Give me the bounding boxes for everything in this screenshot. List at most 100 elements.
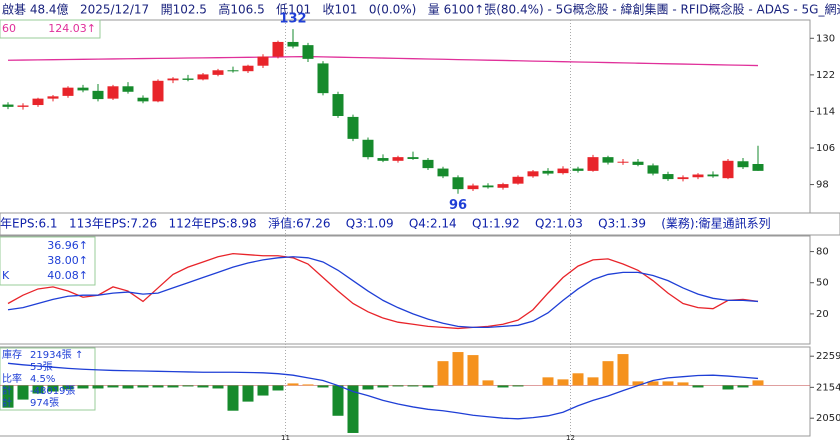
candle-body	[152, 80, 164, 102]
candle-body	[17, 105, 29, 107]
bar	[737, 385, 749, 388]
extreme-label: 96	[449, 198, 467, 213]
bar	[392, 385, 404, 387]
candle-body	[227, 70, 239, 72]
ma-legend-box	[0, 19, 101, 39]
legend-name: 60	[2, 22, 16, 35]
candle-body	[482, 185, 494, 188]
legend-value: -48019張	[30, 385, 75, 397]
candle-body	[662, 174, 674, 180]
bar	[272, 385, 284, 391]
bar	[452, 352, 464, 386]
candle-body	[137, 97, 149, 102]
y-tick-label: 114	[816, 106, 835, 117]
candle-body	[47, 96, 59, 99]
candle-body	[467, 185, 479, 190]
candle-body	[377, 158, 389, 161]
candle-body	[632, 161, 644, 165]
legend-value: 38.00↑	[47, 254, 88, 267]
chip-legend-box	[0, 347, 96, 411]
bar	[47, 385, 59, 392]
bar	[317, 385, 329, 388]
bar	[497, 385, 509, 388]
bar	[17, 385, 29, 400]
candle-body	[62, 87, 74, 96]
legend-label: 計	[2, 396, 12, 409]
bar	[167, 385, 179, 388]
legend-value: 40.08↑	[47, 269, 88, 282]
bar	[572, 373, 584, 386]
candle-body	[212, 70, 224, 75]
candle-body	[77, 87, 89, 91]
bar	[722, 385, 734, 390]
candle-body	[272, 41, 284, 57]
bar	[542, 377, 554, 386]
candle-body	[677, 177, 689, 180]
legend-label: 計	[2, 384, 12, 397]
month-label: 12	[566, 434, 575, 440]
candle-body	[107, 86, 119, 99]
candle-body	[587, 157, 599, 171]
line	[7, 55, 759, 67]
candle-body	[497, 184, 509, 188]
bar	[632, 381, 644, 386]
bar	[692, 385, 704, 388]
y-tick-label: 50	[816, 278, 829, 289]
line	[7, 362, 759, 420]
bar	[2, 385, 14, 408]
kd-panel	[0, 235, 811, 345]
bar	[422, 385, 434, 388]
y-tick-label: 2050	[816, 413, 840, 424]
bar	[122, 385, 134, 389]
bar	[377, 385, 389, 388]
candle-body	[752, 164, 764, 171]
bar	[362, 385, 374, 390]
legend-label: 比率	[2, 372, 22, 385]
bar	[602, 361, 614, 386]
bar	[482, 380, 494, 386]
candle-body	[737, 161, 749, 168]
candle-body	[602, 157, 614, 163]
candle-body	[32, 98, 44, 106]
candle-body	[392, 157, 404, 161]
candle-body	[407, 157, 419, 159]
y-tick-label: 80	[816, 247, 829, 258]
candle-body	[527, 171, 539, 177]
extreme-label: 132	[279, 12, 306, 27]
y-tick-label: 2154	[816, 382, 840, 393]
bar	[287, 383, 299, 386]
candle-body	[287, 41, 299, 47]
y-tick-label: 106	[816, 143, 835, 154]
bar	[77, 385, 89, 389]
bar	[32, 385, 44, 394]
legend-label: K	[2, 269, 10, 282]
bar	[677, 382, 689, 386]
bar	[62, 385, 74, 390]
legend-value: 21934張 ↑	[30, 349, 83, 361]
candle-body	[422, 159, 434, 169]
candle-body	[317, 63, 329, 94]
legend-label: 庫存	[2, 348, 22, 361]
bar	[587, 377, 599, 386]
bar	[407, 385, 419, 387]
candle-body	[347, 116, 359, 139]
bar	[137, 385, 149, 388]
candle-body	[692, 174, 704, 178]
candle-body	[302, 45, 314, 59]
candle-body	[617, 161, 629, 163]
header-text: 啟碁 48.4億 2025/12/17 開102.5 高106.5 低101 收…	[2, 2, 840, 17]
candle-body	[512, 176, 524, 184]
candle-body	[647, 165, 659, 174]
bar	[197, 385, 209, 388]
y-tick-label: 122	[816, 70, 835, 81]
y-tick-label: 20	[816, 309, 829, 320]
bar	[227, 385, 239, 411]
legend-value: 4.5%	[30, 374, 55, 385]
legend-value: 53張	[30, 361, 53, 373]
candle-body	[542, 170, 554, 174]
candle-body	[707, 174, 719, 177]
candle-body	[572, 168, 584, 171]
bar	[752, 380, 764, 386]
bar	[437, 361, 449, 386]
